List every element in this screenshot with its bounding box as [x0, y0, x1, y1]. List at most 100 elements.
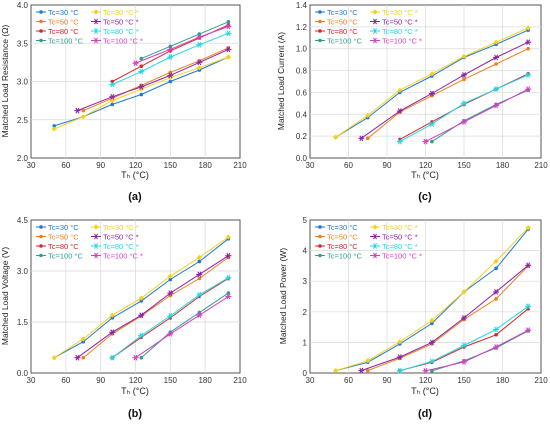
- series-1: [52, 236, 231, 360]
- data-point: [397, 339, 403, 345]
- legend-label: Tc=100 °C: [48, 37, 83, 46]
- y-tick-label: 1.2: [296, 23, 308, 32]
- legend-label: Tc=100 °C *: [103, 37, 143, 46]
- data-point: [196, 312, 203, 319]
- data-point: [422, 367, 429, 374]
- panel-b-ticks: 30 60 90 120 150 180 210 0.0 1.5 3.0 4.5: [17, 216, 247, 385]
- legend-item: Tc=80 °C *: [370, 242, 418, 251]
- series-5: [51, 234, 231, 361]
- data-point: [110, 316, 115, 320]
- legend-label: Tc=30 °C: [48, 8, 79, 17]
- panel-a-series: [51, 20, 232, 132]
- x-tick-label: 120: [419, 161, 433, 170]
- data-point: [429, 317, 435, 323]
- legend-marker: [372, 243, 378, 249]
- data-point: [196, 34, 203, 41]
- legend-marker: [93, 9, 99, 15]
- legend-item: Tc=80 °C *: [91, 242, 139, 251]
- data-point: [525, 72, 532, 78]
- y-tick-label: 1: [303, 338, 308, 347]
- x-tick-label: 120: [419, 376, 433, 385]
- y-tick-label: 0: [303, 369, 308, 378]
- legend-label: Tc=80 °C *: [382, 27, 418, 36]
- data-point: [365, 136, 370, 141]
- x-tick-label: 120: [129, 161, 143, 170]
- data-point: [526, 46, 530, 51]
- panel-d-xlabel: Tₕ (°C): [411, 386, 439, 396]
- data-point: [197, 259, 202, 264]
- data-point: [110, 102, 115, 107]
- data-point: [396, 354, 403, 360]
- data-point: [225, 30, 232, 37]
- x-tick-label: 90: [96, 376, 105, 385]
- panel-b-series: [51, 234, 232, 361]
- data-point: [493, 344, 500, 350]
- series-line: [83, 47, 229, 112]
- series-8: [132, 23, 232, 67]
- x-tick-label: 150: [164, 161, 178, 170]
- x-tick-label: 180: [198, 376, 212, 385]
- x-tick-label: 90: [383, 376, 392, 385]
- data-point: [494, 332, 498, 337]
- panel-c-xlabel: Tₕ (°C): [411, 170, 439, 180]
- data-point: [81, 339, 86, 344]
- data-point: [167, 290, 174, 296]
- y-tick-label: 2.0: [17, 154, 29, 163]
- legend-label: Tc=80 °C *: [103, 242, 139, 251]
- legend-item: Tc=100 °C: [315, 252, 362, 261]
- data-point: [493, 102, 500, 109]
- data-point: [462, 77, 466, 82]
- series-6: [358, 262, 532, 374]
- data-point: [167, 72, 174, 79]
- data-point: [225, 274, 232, 281]
- y-tick-label: 0.4: [296, 110, 308, 119]
- data-point: [138, 332, 145, 339]
- legend-item: Tc=30 °C: [315, 223, 358, 232]
- data-point: [225, 234, 231, 240]
- data-point: [52, 124, 57, 128]
- legend-label: Tc=50 °C: [327, 18, 358, 27]
- legend-label: Tc=50 °C *: [382, 18, 418, 27]
- legend-marker: [372, 252, 378, 259]
- y-tick-label: 2: [303, 308, 308, 317]
- data-point: [168, 277, 173, 282]
- data-point: [138, 295, 144, 301]
- data-point: [139, 355, 144, 360]
- series-6: [358, 39, 532, 142]
- legend-label: Tc=80 °C: [327, 242, 358, 251]
- data-point: [138, 68, 145, 75]
- data-point: [461, 289, 467, 295]
- data-point: [493, 326, 500, 333]
- x-tick-label: 210: [534, 161, 548, 170]
- y-tick-label: 1.0: [296, 45, 308, 54]
- series-line: [82, 256, 229, 359]
- x-tick-label: 180: [496, 376, 510, 385]
- data-point: [422, 138, 429, 145]
- series-line: [431, 330, 529, 372]
- legend-marker: [93, 37, 99, 44]
- data-point: [139, 64, 144, 68]
- series-line: [141, 21, 229, 60]
- data-point: [333, 367, 339, 374]
- panel-c-ylabel: Matched Load Current (A): [276, 32, 286, 130]
- legend-marker: [318, 244, 322, 248]
- legend-label: Tc=50 °C *: [382, 233, 418, 242]
- legend-marker: [372, 233, 378, 240]
- legend-item: Tc=100 °C *: [370, 37, 422, 46]
- series-6: [74, 252, 232, 361]
- legend-marker: [318, 19, 322, 24]
- series-7: [109, 274, 232, 361]
- x-tick-label: 30: [306, 376, 315, 385]
- data-point: [461, 72, 467, 78]
- legend-label: Tc=50 °C: [48, 233, 79, 242]
- data-point: [132, 60, 139, 67]
- data-point: [109, 81, 116, 88]
- data-point: [167, 273, 173, 279]
- data-point: [225, 46, 232, 53]
- data-point: [358, 135, 365, 142]
- legend-marker: [39, 29, 43, 33]
- legend-item: Tc=100 °C *: [91, 37, 143, 46]
- data-point: [428, 358, 435, 365]
- panel-c-series: [333, 25, 532, 145]
